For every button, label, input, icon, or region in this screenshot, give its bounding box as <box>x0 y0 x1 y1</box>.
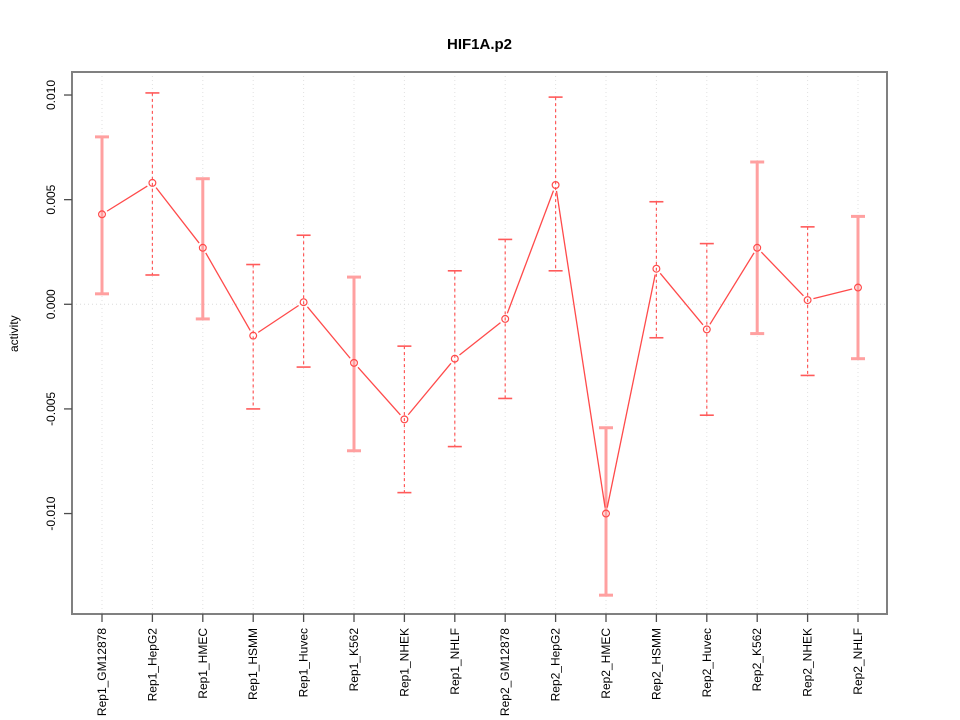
x-category-label: Rep2_NHEK <box>801 628 815 697</box>
data-point <box>198 243 207 252</box>
x-category-label: Rep2_HSMM <box>649 628 663 700</box>
x-category-label: Rep1_K562 <box>347 628 361 692</box>
x-category-label: Rep2_NHLF <box>851 628 865 695</box>
series-segment <box>659 272 704 326</box>
data-point <box>501 314 510 323</box>
series-segment <box>606 274 656 508</box>
y-tick-label: 0.005 <box>44 184 58 214</box>
chart-title: HIF1A.p2 <box>446 36 512 53</box>
x-category-label: Rep1_GM12878 <box>95 628 109 716</box>
y-tick-label: -0.005 <box>44 392 58 426</box>
x-category-label: Rep2_K562 <box>750 628 764 692</box>
series-segment <box>555 190 606 508</box>
plot-frame <box>71 71 888 615</box>
data-point <box>551 181 560 190</box>
data-point <box>803 296 812 305</box>
series-segment <box>813 288 853 300</box>
series-segment <box>760 251 804 297</box>
x-category-label: Rep1_HMEC <box>196 628 210 699</box>
x-category-label: Rep1_NHEK <box>397 628 411 697</box>
x-category-label: Rep1_Huvec <box>297 628 311 697</box>
y-tick-label: -0.010 <box>44 496 58 530</box>
series-segment <box>257 304 299 333</box>
series-segment <box>709 252 755 325</box>
y-tick-label: 0.000 <box>44 289 58 319</box>
data-point <box>702 325 711 334</box>
series-segment <box>205 252 251 331</box>
x-category-label: Rep1_HSMM <box>246 628 260 700</box>
data-point <box>652 264 661 273</box>
data-point <box>148 178 157 187</box>
x-category-label: Rep2_HMEC <box>599 628 613 699</box>
data-point <box>350 358 359 367</box>
data-point <box>450 354 459 363</box>
series-segment <box>506 190 555 314</box>
series-segment <box>459 322 501 356</box>
data-point <box>753 243 762 252</box>
data-point <box>299 298 308 307</box>
series-segment <box>106 185 148 212</box>
series-segment <box>155 187 200 244</box>
series-segment <box>357 366 401 416</box>
x-category-label: Rep2_Huvec <box>700 628 714 697</box>
x-category-label: Rep1_HepG2 <box>145 628 159 702</box>
data-point <box>97 210 106 219</box>
series-segment <box>407 362 452 416</box>
data-point <box>400 415 409 424</box>
series-segment <box>306 306 351 359</box>
x-category-label: Rep2_GM12878 <box>498 628 512 716</box>
x-category-label: Rep2_HepG2 <box>549 628 563 702</box>
data-point <box>249 331 258 340</box>
x-category-label: Rep1_NHLF <box>448 628 462 695</box>
data-point <box>601 509 610 518</box>
y-tick-label: 0.010 <box>44 80 58 110</box>
data-point <box>853 283 862 292</box>
